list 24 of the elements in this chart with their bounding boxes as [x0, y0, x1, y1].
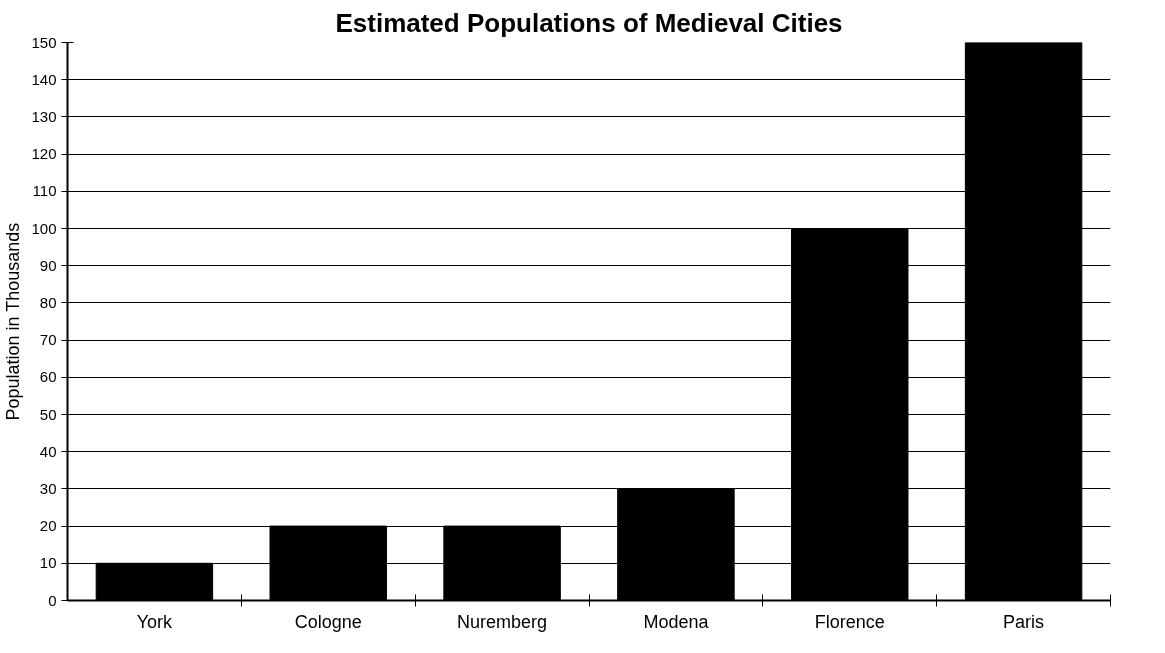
- x-tick-label: Nuremberg: [457, 611, 548, 632]
- chart-title: Estimated Populations of Medieval Cities: [335, 7, 843, 38]
- y-tick-label: 50: [39, 405, 57, 423]
- y-tick-label: 150: [31, 33, 57, 51]
- x-tick-label: Florence: [814, 611, 885, 632]
- y-tick-label: 70: [39, 331, 57, 349]
- x-tick-label: Modena: [643, 611, 710, 632]
- x-tick-label: Paris: [1003, 611, 1045, 632]
- y-tick-label: 110: [32, 182, 57, 200]
- y-tick-label: 20: [39, 517, 57, 535]
- y-tick-label: 80: [39, 293, 57, 311]
- y-axis-title: Population in Thousands: [3, 222, 24, 421]
- y-tick-label: 140: [31, 70, 57, 88]
- y-tick-label: 40: [39, 442, 57, 460]
- y-tick-label: 130: [31, 107, 57, 125]
- y-tick-label: 60: [39, 368, 57, 386]
- y-tick-label: 120: [31, 145, 57, 163]
- y-tick-label: 100: [31, 219, 57, 237]
- y-tick-label: 90: [39, 256, 57, 274]
- x-tick-label: York: [136, 611, 174, 632]
- x-tick-label: Cologne: [294, 611, 362, 632]
- y-tick-label: 0: [48, 591, 57, 609]
- y-tick-label: 30: [39, 479, 57, 497]
- y-tick-label: 10: [39, 554, 57, 572]
